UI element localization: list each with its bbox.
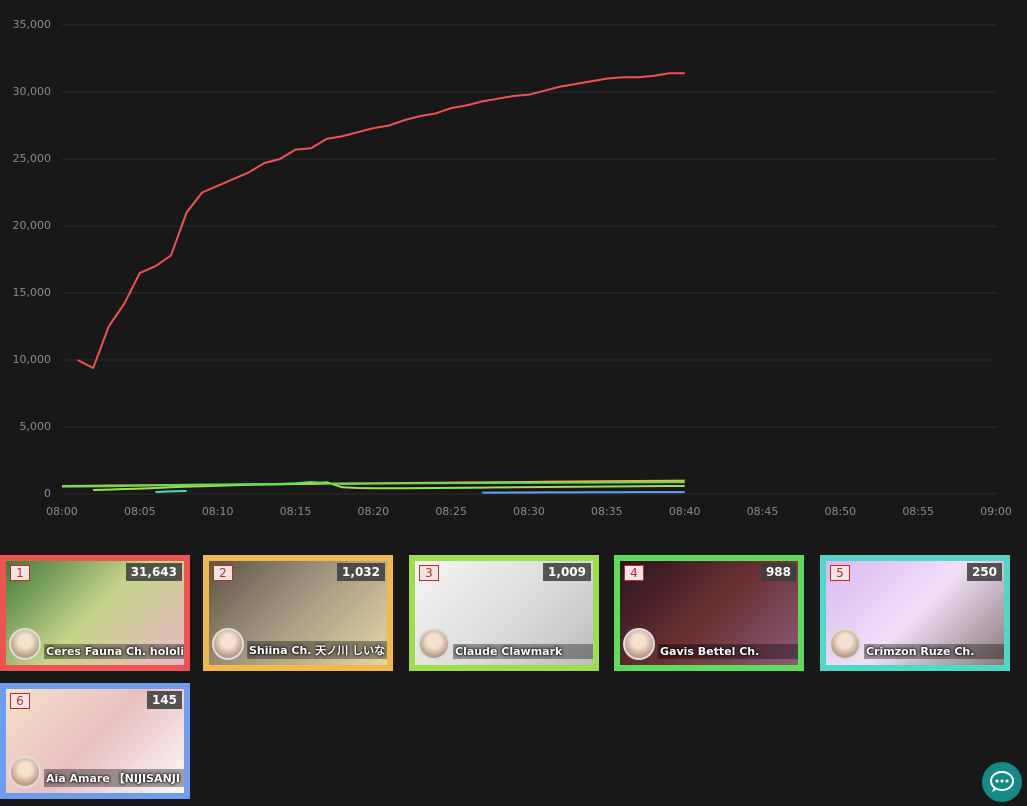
- x-tick-label: 08:40: [669, 505, 701, 518]
- rank-badge: 2: [213, 565, 233, 581]
- x-tick-label: 08:50: [824, 505, 856, 518]
- viewer-count: 1,032: [337, 563, 385, 581]
- series-line: [77, 72, 685, 370]
- avatar: [623, 628, 655, 660]
- rank-badge: 4: [624, 565, 644, 581]
- y-tick-label: 0: [44, 487, 51, 500]
- channel-card[interactable]: 1 31,643 Ceres Fauna Ch. hololive-: [0, 555, 190, 671]
- avatar: [9, 628, 41, 660]
- x-tick-label: 08:45: [747, 505, 779, 518]
- x-tick-label: 09:00: [980, 505, 1012, 518]
- viewer-count: 31,643: [125, 563, 182, 581]
- viewer-count: 988: [760, 563, 796, 581]
- channel-name: Aia Amare 【NIJISANJI: [44, 769, 184, 787]
- channel-card[interactable]: 6 145 Aia Amare 【NIJISANJI: [0, 683, 190, 799]
- y-tick-label: 20,000: [13, 219, 52, 232]
- y-tick-label: 30,000: [13, 85, 52, 98]
- channel-card[interactable]: 3 1,009 Claude Clawmark: [409, 555, 599, 671]
- rank-badge: 3: [419, 565, 439, 581]
- channel-name: Gavis Bettel Ch.: [658, 644, 798, 659]
- y-tick-label: 35,000: [13, 18, 52, 31]
- rank-badge: 6: [10, 693, 30, 709]
- channel-name: Shiina Ch. 天ノ川 しいな: [247, 641, 387, 659]
- x-tick-label: 08:30: [513, 505, 545, 518]
- channel-card[interactable]: 2 1,032 Shiina Ch. 天ノ川 しいな: [203, 555, 393, 671]
- series-line: [155, 490, 187, 493]
- channel-name: Ceres Fauna Ch. hololive-: [44, 644, 184, 659]
- channel-card[interactable]: 5 250 Crimzon Ruze Ch.: [820, 555, 1010, 671]
- rank-badge: 5: [830, 565, 850, 581]
- avatar: [829, 628, 861, 660]
- x-tick-label: 08:25: [435, 505, 467, 518]
- series-line: [93, 481, 685, 491]
- viewer-count: 250: [966, 563, 1002, 581]
- chart: 0 5,000 10,000 15,000 20,000 25,000 30,000 35,0…: [13, 18, 1012, 518]
- series-line: [482, 491, 685, 494]
- series-line: [61, 480, 685, 488]
- x-tick-label: 08:20: [357, 505, 389, 518]
- y-tick-label: 10,000: [13, 353, 52, 366]
- x-tick-label: 08:10: [202, 505, 234, 518]
- x-tick-label: 08:00: [46, 505, 78, 518]
- rank-badge: 1: [10, 565, 30, 581]
- y-tick-label: 5,000: [20, 420, 52, 433]
- avatar: [212, 628, 244, 660]
- x-tick-label: 08:05: [124, 505, 156, 518]
- y-tick-label: 25,000: [13, 152, 52, 165]
- x-tick-label: 08:15: [280, 505, 312, 518]
- avatar: [9, 756, 41, 788]
- viewer-count: 145: [146, 691, 182, 709]
- channel-name: Crimzon Ruze Ch.: [864, 644, 1004, 659]
- channel-card[interactable]: 4 988 Gavis Bettel Ch.: [614, 555, 804, 671]
- chat-icon: [990, 771, 1014, 792]
- x-tick-label: 08:55: [902, 505, 934, 518]
- chat-button[interactable]: [982, 762, 1022, 802]
- channel-name: Claude Clawmark: [453, 644, 593, 659]
- avatar: [418, 628, 450, 660]
- y-tick-label: 15,000: [13, 286, 52, 299]
- viewer-count: 1,009: [543, 563, 591, 581]
- x-tick-label: 08:35: [591, 505, 623, 518]
